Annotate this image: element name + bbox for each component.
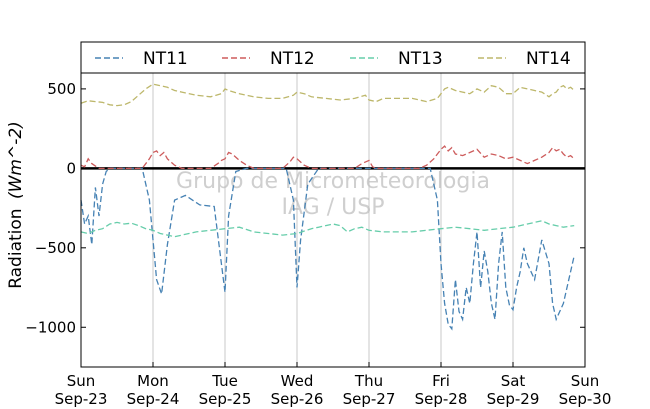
- x-tick-date-1: Sep-24: [127, 390, 180, 408]
- x-tick-day-2: Tue: [211, 372, 238, 390]
- x-tick-date-5: Sep-28: [415, 390, 468, 408]
- watermark: Grupo de Micrometeorologia IAG / USP: [176, 169, 490, 220]
- y-tick-label-3: −1000: [25, 318, 76, 336]
- y-tick-label-2: −500: [35, 239, 76, 257]
- series-line-nt12: [80, 145, 575, 170]
- y-axis-label: Radiation (Wm^-2): [6, 121, 26, 289]
- series-lines: [80, 83, 575, 331]
- plot-frame: [80, 72, 586, 368]
- legend-label-nt11: NT11: [143, 49, 188, 69]
- legend-label-nt12: NT12: [270, 49, 315, 69]
- series-line-nt13: [80, 220, 575, 238]
- gridlines: [152, 73, 514, 367]
- legend-label-nt13: NT13: [398, 49, 443, 69]
- x-tick-date-7: Sep-30: [559, 390, 612, 408]
- y-tick-label-1: 0: [66, 159, 76, 177]
- x-tick-date-0: Sep-23: [55, 390, 108, 408]
- watermark-line-1: Grupo de Micrometeorologia: [176, 169, 490, 194]
- series-line-nt11: [80, 167, 575, 331]
- series-line-nt14: [80, 83, 575, 107]
- x-tick-day-5: Fri: [432, 372, 450, 390]
- watermark-line-2: IAG / USP: [282, 195, 385, 220]
- legend: NT11 NT12 NT13 NT14: [80, 41, 586, 74]
- x-tick-day-3: Wed: [281, 372, 314, 390]
- x-tick-date-3: Sep-26: [271, 390, 324, 408]
- y-axis-label-unit: (Wm^-2): [6, 121, 26, 199]
- y-axis-ticks: 500 0 −500 −1000: [25, 80, 585, 336]
- x-tick-date-6: Sep-29: [487, 390, 540, 408]
- x-tick-day-7: Sun: [571, 372, 600, 390]
- x-tick-date-4: Sep-27: [343, 390, 396, 408]
- x-tick-day-1: Mon: [137, 372, 169, 390]
- y-axis-label-text: Radiation: [6, 208, 26, 288]
- y-tick-label-0: 500: [47, 80, 76, 98]
- x-tick-day-6: Sat: [501, 372, 526, 390]
- x-tick-day-0: Sun: [67, 372, 96, 390]
- x-axis-ticks: SunSep-23MonSep-24TueSep-25WedSep-26ThuS…: [55, 362, 612, 408]
- legend-label-nt14: NT14: [526, 49, 571, 69]
- x-tick-date-2: Sep-25: [199, 390, 252, 408]
- x-tick-day-4: Thu: [354, 372, 383, 390]
